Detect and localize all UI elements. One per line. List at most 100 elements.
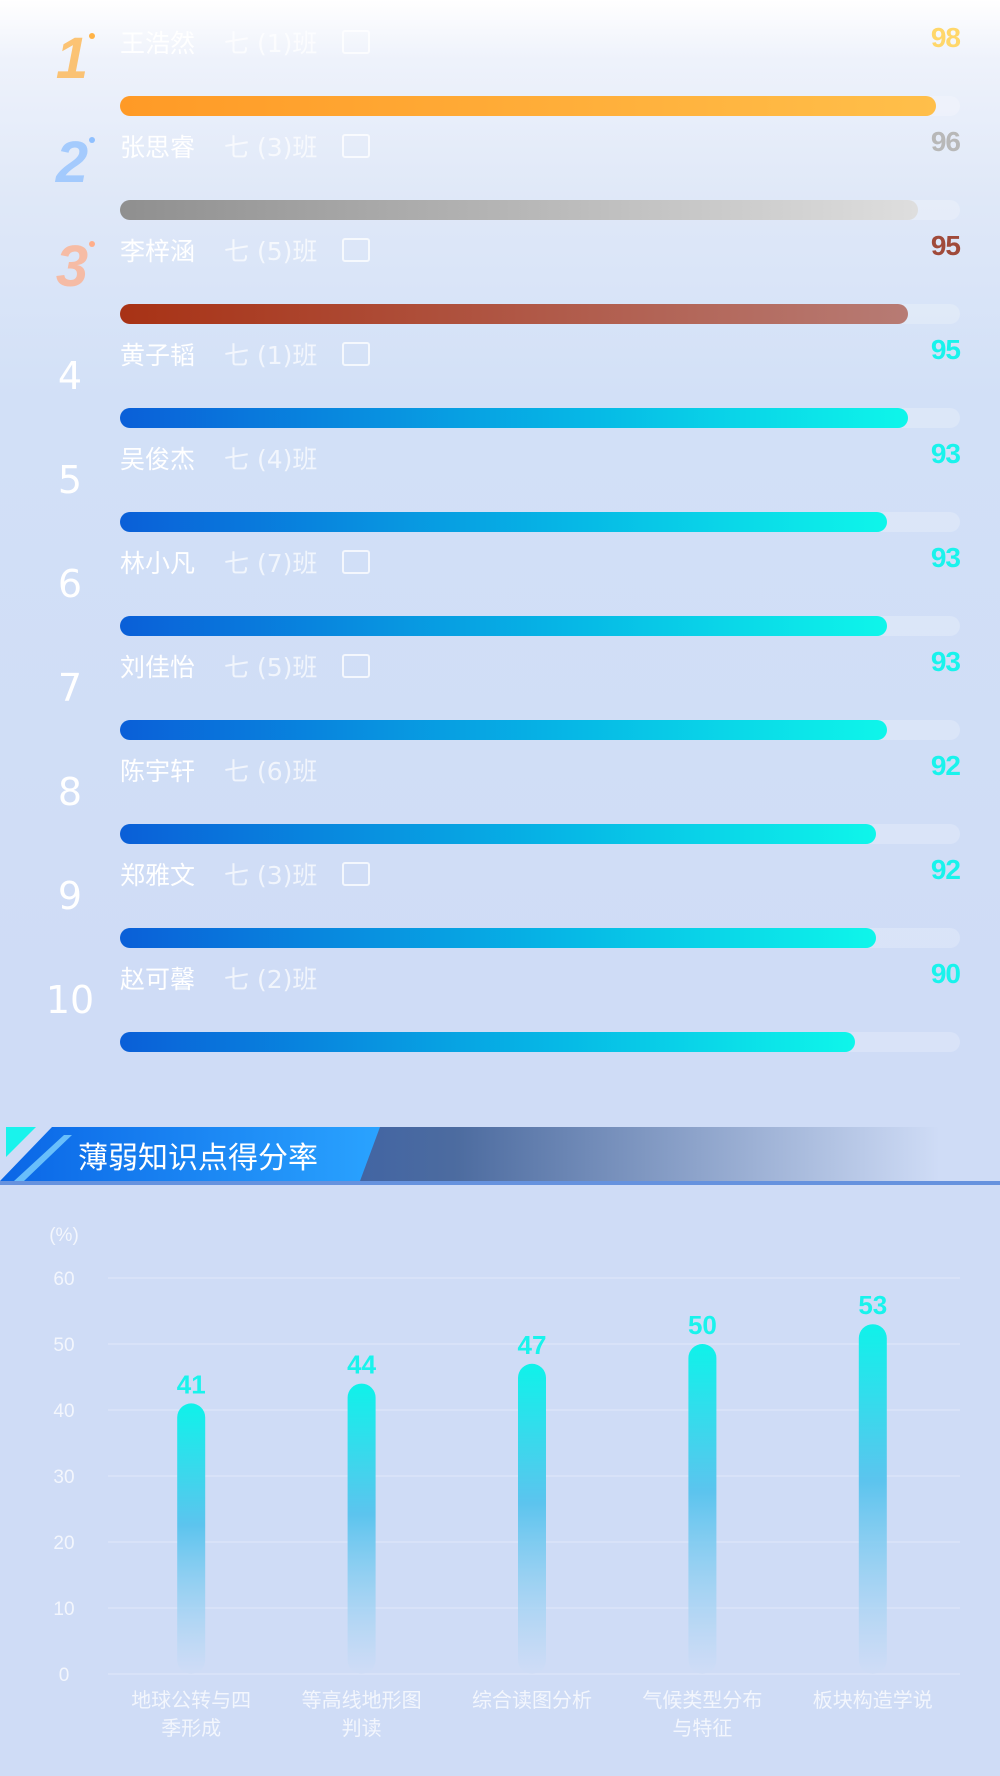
report-card-icon[interactable] xyxy=(342,550,370,574)
ranking-row: 8 陈宇轩七 (6)班 92 xyxy=(0,738,1000,844)
report-card-icon[interactable] xyxy=(342,30,370,54)
x-category-label: 等高线地形图判读 xyxy=(302,1688,422,1740)
bar-value-label: 53 xyxy=(858,1290,887,1320)
score-bar-track xyxy=(120,200,960,220)
ranking-row: 6 林小凡七 (7)班 93 xyxy=(0,530,1000,636)
rank-number: 10 xyxy=(45,978,95,1022)
y-tick-label: 60 xyxy=(53,1269,74,1290)
score-bar-track xyxy=(120,616,960,636)
x-category-label: 地球公转与四季形成 xyxy=(131,1688,251,1740)
x-category-label: 板块构造学说 xyxy=(813,1688,933,1712)
x-category-label-line: 综合读图分析 xyxy=(472,1688,592,1712)
y-tick-label: 50 xyxy=(53,1335,74,1356)
student-name: 吴俊杰 xyxy=(120,445,196,474)
student-class: 七 (3)班 xyxy=(224,861,318,890)
report-card-icon[interactable] xyxy=(342,238,370,262)
ranking-row: 1 王浩然七 (1)班 98 xyxy=(0,10,1000,116)
section-title: 薄弱知识点得分率 xyxy=(78,1141,318,1176)
ranking-row: 10 赵可馨七 (2)班 90 xyxy=(0,946,1000,1052)
ranking-row: 5 吴俊杰七 (4)班 93 xyxy=(0,426,1000,532)
score-bar-track xyxy=(120,928,960,948)
score-bar-fill xyxy=(120,1032,855,1052)
score-bar-fill xyxy=(120,304,908,324)
rank-number: 4 xyxy=(57,354,83,398)
weak-points-chart: (%) 0 10 20 30 40 50 60 41 地球公转与四季形成 44 等高线地形图判读 47 综… xyxy=(0,1210,1000,1776)
y-tick-label: 40 xyxy=(53,1401,74,1422)
student-class: 七 (5)班 xyxy=(224,237,318,266)
rank-medal-icon: 1 xyxy=(56,26,95,90)
rank-medal-number: 1 xyxy=(56,26,88,90)
report-card-icon[interactable] xyxy=(342,134,370,158)
bar-value-label: 47 xyxy=(518,1330,547,1360)
student-class: 七 (1)班 xyxy=(224,341,318,370)
score-bar-track xyxy=(120,96,960,116)
student-name: 林小凡 xyxy=(120,549,196,578)
rank-medal-icon: 2 xyxy=(55,130,95,194)
student-class: 七 (7)班 xyxy=(224,549,318,578)
x-category-label-line: 季形成 xyxy=(161,1716,221,1740)
rank-number: 9 xyxy=(57,874,83,918)
student-class: 七 (1)班 xyxy=(224,29,318,58)
rank-medal-number: 2 xyxy=(55,130,88,194)
student-score: 92 xyxy=(930,854,961,885)
x-category-label-line: 地球公转与四 xyxy=(131,1688,251,1712)
report-card-icon[interactable] xyxy=(342,342,370,366)
score-bar-track xyxy=(120,512,960,532)
medal-sparkle-icon xyxy=(89,137,95,143)
student-score: 92 xyxy=(930,750,961,781)
medal-sparkle-icon xyxy=(89,33,95,39)
chart-bar xyxy=(688,1344,717,1674)
section-header: 薄弱知识点得分率 xyxy=(0,1127,1000,1187)
y-tick-label: 30 xyxy=(53,1467,74,1488)
score-bar-track xyxy=(120,720,960,740)
x-category-label: 综合读图分析 xyxy=(472,1688,592,1712)
chart-bar xyxy=(518,1363,546,1674)
score-bar-fill xyxy=(120,512,887,532)
report-card-icon[interactable] xyxy=(342,654,370,678)
bar-value-label: 50 xyxy=(688,1310,717,1340)
score-bar-fill xyxy=(120,720,887,740)
score-bar-track xyxy=(120,1032,960,1052)
bar-value-label: 41 xyxy=(177,1369,206,1399)
student-class: 七 (6)班 xyxy=(224,757,318,786)
ranking-row: 7 刘佳怡七 (5)班 93 xyxy=(0,634,1000,740)
x-category-label-line: 气候类型分布 xyxy=(642,1688,762,1712)
rank-medal-icon: 3 xyxy=(56,234,95,298)
x-category-label: 气候类型分布与特征 xyxy=(642,1688,762,1740)
rank-number: 5 xyxy=(57,458,83,502)
ranking-row: 4 黄子韬七 (1)班 95 xyxy=(0,322,1000,428)
score-bar-track xyxy=(120,408,960,428)
score-bar-track xyxy=(120,304,960,324)
medal-sparkle-icon xyxy=(89,241,95,247)
score-bar-fill xyxy=(120,616,887,636)
y-tick-label: 20 xyxy=(53,1533,74,1554)
x-category-label-line: 等高线地形图 xyxy=(302,1688,422,1712)
report-card-icon[interactable] xyxy=(342,862,370,886)
y-tick-label: 0 xyxy=(59,1665,70,1686)
student-class: 七 (3)班 xyxy=(224,133,318,162)
student-score: 93 xyxy=(930,646,961,677)
student-class: 七 (2)班 xyxy=(224,965,318,994)
score-bar-track xyxy=(120,824,960,844)
x-category-label-line: 与特征 xyxy=(672,1716,732,1740)
chart-bar xyxy=(177,1403,206,1674)
rank-medal-number: 3 xyxy=(56,234,88,298)
ranking-row: 3 李梓涵七 (5)班 95 xyxy=(0,218,1000,324)
ranking-row: 2 张思睿七 (3)班 96 xyxy=(0,114,1000,220)
chart-bar xyxy=(858,1324,887,1674)
ranking-row: 9 郑雅文七 (3)班 92 xyxy=(0,842,1000,948)
student-score: 98 xyxy=(930,22,961,53)
student-score: 90 xyxy=(930,958,961,989)
rank-number: 8 xyxy=(57,770,83,814)
student-name: 黄子韬 xyxy=(120,341,196,370)
rank-number: 7 xyxy=(57,666,83,710)
score-bar-fill xyxy=(120,824,876,844)
rank-number: 6 xyxy=(57,562,83,606)
section-header-banner xyxy=(0,1127,1000,1185)
student-name: 张思睿 xyxy=(120,133,196,162)
student-score: 95 xyxy=(930,230,961,261)
student-class: 七 (4)班 xyxy=(224,445,318,474)
student-name: 王浩然 xyxy=(120,29,196,58)
student-score: 96 xyxy=(930,126,961,157)
score-bar-fill xyxy=(120,928,876,948)
